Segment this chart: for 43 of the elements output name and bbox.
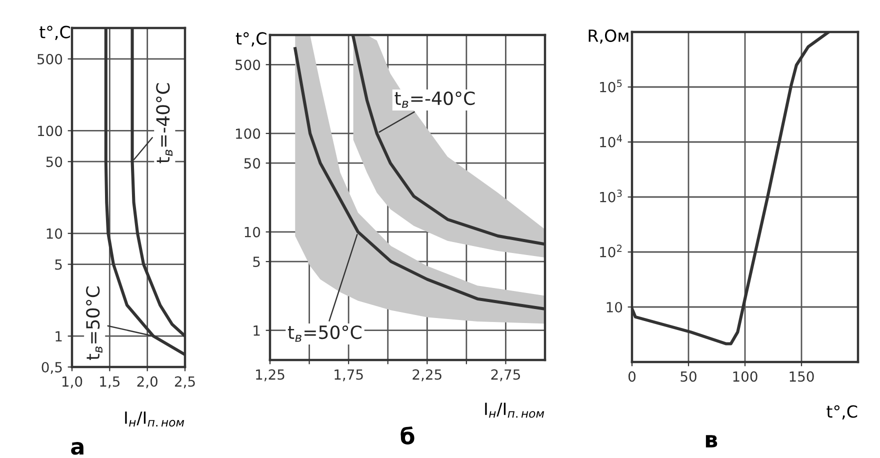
y-tick-label: 10$^{3}$ <box>600 190 622 202</box>
y-axis-title: R,Ом <box>588 29 628 44</box>
x-tick-label: 2,0 <box>137 376 158 388</box>
y-tick-label: 1 <box>56 331 62 342</box>
series-label: t$_{в}$=-40°C <box>394 91 475 108</box>
text: t$_{в}$=50°C <box>288 325 362 342</box>
x-tick-label: 1,25 <box>256 369 284 382</box>
x-tick-label: 1,5 <box>100 376 120 388</box>
y-tick-label: 5 <box>253 256 260 268</box>
text: в <box>706 435 718 448</box>
y-axis-title: t°,C <box>40 26 70 40</box>
y-tick-label: 5 <box>55 259 62 270</box>
y-tick-label: 0,5 <box>42 362 62 374</box>
legend-label: t$_{в}$=50°C <box>86 286 102 360</box>
text: t$_{в}$=-40°C <box>156 83 172 164</box>
y-tick-label: 500 <box>38 54 62 64</box>
x-axis-title: t°,C <box>826 405 858 420</box>
y-tick-label: 50 <box>46 156 62 168</box>
y-tick-label: 10 <box>46 228 62 239</box>
y-tick-label: 500 <box>236 60 260 70</box>
y-tick-label: 50 <box>244 158 260 169</box>
x-axis-title: I$_{н}$/I$_{п.ном}$ <box>125 412 184 427</box>
x-tick-label: 2,25 <box>412 369 442 382</box>
y-tick-label: 10$^{4}$ <box>600 134 622 148</box>
text: а <box>71 442 84 455</box>
y-tick-label: 100 <box>38 126 62 136</box>
x-axis-title: I$_{н}$/I$_{п.ном}$ <box>485 402 544 418</box>
x-tick-label: 1,0 <box>62 376 82 388</box>
text: б <box>400 426 414 444</box>
y-tick-label: 10$^{5}$ <box>600 80 622 92</box>
y-tick-label: 10$^{2}$ <box>600 244 622 258</box>
x-tick-label: 150 <box>790 371 814 382</box>
y-axis-title: t°,C <box>236 32 266 46</box>
y-tick-label: 10 <box>606 302 622 312</box>
y-tick-label: 100 <box>236 128 260 139</box>
x-tick-label: 0 <box>628 371 636 382</box>
y-tick-label: 10 <box>244 226 260 238</box>
x-tick-label: 2,75 <box>491 369 520 382</box>
y-tick-label: 1 <box>254 326 260 336</box>
x-tick-label: 1,75 <box>334 369 363 382</box>
x-tick-label: 2,5 <box>174 376 195 388</box>
x-tick-label: 100 <box>733 371 758 382</box>
x-tick-label: 50 <box>680 371 696 382</box>
